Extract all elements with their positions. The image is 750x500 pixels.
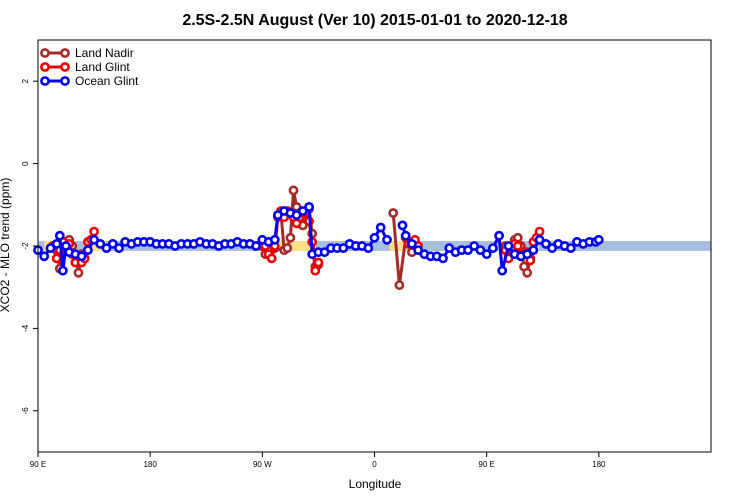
data-point: [438, 253, 448, 264]
data-point: [497, 265, 508, 276]
data-point: [319, 247, 330, 258]
data-point: [397, 220, 408, 231]
x-tick-label: 180: [143, 460, 157, 469]
x-tick-label: 90 E: [478, 460, 494, 469]
data-point: [394, 280, 405, 290]
y-tick-label: -6: [21, 407, 30, 415]
data-point: [375, 222, 386, 233]
data-point: [338, 243, 349, 253]
data-point: [73, 267, 84, 278]
data-point: [51, 253, 62, 264]
series-land-nadir: [48, 185, 536, 290]
data-point: [45, 243, 56, 253]
data-point: [89, 226, 99, 237]
data-point: [593, 234, 604, 245]
data-point: [310, 265, 321, 276]
data-point: [101, 243, 112, 253]
x-tick-label: 90 W: [253, 460, 272, 469]
data-point: [400, 230, 411, 241]
data-point: [494, 230, 504, 241]
data-point: [487, 243, 498, 253]
legend-swatch-marker: [40, 62, 50, 72]
data-point: [413, 245, 423, 255]
data-point: [565, 243, 576, 253]
legend-swatch-marker: [40, 48, 50, 58]
data-point: [83, 245, 93, 255]
data-point: [534, 234, 545, 245]
data-point: [251, 241, 261, 251]
legend-label: Land Glint: [75, 60, 130, 74]
series-layer: [33, 185, 604, 290]
band-4: [389, 241, 412, 251]
legend-swatch-marker: [60, 76, 70, 86]
data-point: [297, 206, 308, 216]
x-tick-label: 180: [592, 460, 606, 469]
series-ocean-glint: [33, 201, 604, 276]
data-point: [388, 208, 399, 218]
data-point: [58, 265, 68, 276]
data-point: [39, 251, 50, 262]
data-point: [304, 201, 314, 212]
data-point: [382, 234, 392, 245]
legend-item-ocean-glint: Ocean Glint: [40, 74, 139, 88]
data-point: [282, 243, 293, 253]
data-point: [406, 238, 417, 249]
y-tick-label: 2: [21, 78, 30, 83]
y-axis: 2 0 -2 -4 -6: [21, 78, 38, 414]
data-point: [269, 234, 280, 245]
data-point: [313, 257, 324, 268]
data-point: [95, 238, 106, 249]
data-point: [522, 267, 533, 278]
band-0: [38, 241, 711, 251]
y-axis-label: XCO2 - MLO trend (ppm): [0, 178, 12, 313]
data-point: [288, 185, 299, 196]
band-3: [278, 241, 316, 251]
data-point: [363, 243, 374, 253]
x-tick-label: 90 E: [30, 460, 46, 469]
data-point: [54, 230, 65, 241]
data-point: [503, 241, 514, 251]
data-point: [114, 243, 124, 253]
data-point: [266, 253, 277, 264]
legend-item-land-nadir: Land Nadir: [40, 46, 134, 60]
data-point: [285, 232, 296, 243]
y-tick-label: -2: [21, 242, 30, 250]
data-point: [107, 238, 118, 249]
data-point: [512, 241, 523, 251]
data-point: [528, 245, 539, 255]
legend-label: Land Nadir: [75, 46, 134, 60]
legend-item-land-glint: Land Glint: [40, 60, 130, 74]
x-axis: 90 E 180 90 W 0 90 E 180: [30, 452, 606, 469]
data-point: [547, 243, 557, 253]
legend-swatch-marker: [60, 62, 70, 72]
legend-label: Ocean Glint: [75, 74, 139, 88]
data-point: [76, 251, 87, 262]
y-tick-label: 0: [21, 161, 30, 166]
data-point: [51, 238, 62, 249]
chart-title: 2.5S-2.5N August (Ver 10) 2015-01-01 to …: [182, 12, 567, 29]
data-point: [534, 226, 545, 237]
y-tick-label: -4: [21, 324, 30, 332]
data-point: [481, 249, 492, 260]
data-point: [369, 232, 380, 243]
data-point: [541, 238, 551, 249]
x-tick-label: 0: [372, 460, 377, 469]
legend-swatch-marker: [40, 76, 50, 86]
x-axis-label: Longitude: [349, 477, 402, 491]
legend-swatch-marker: [60, 48, 70, 58]
data-point: [475, 245, 486, 255]
